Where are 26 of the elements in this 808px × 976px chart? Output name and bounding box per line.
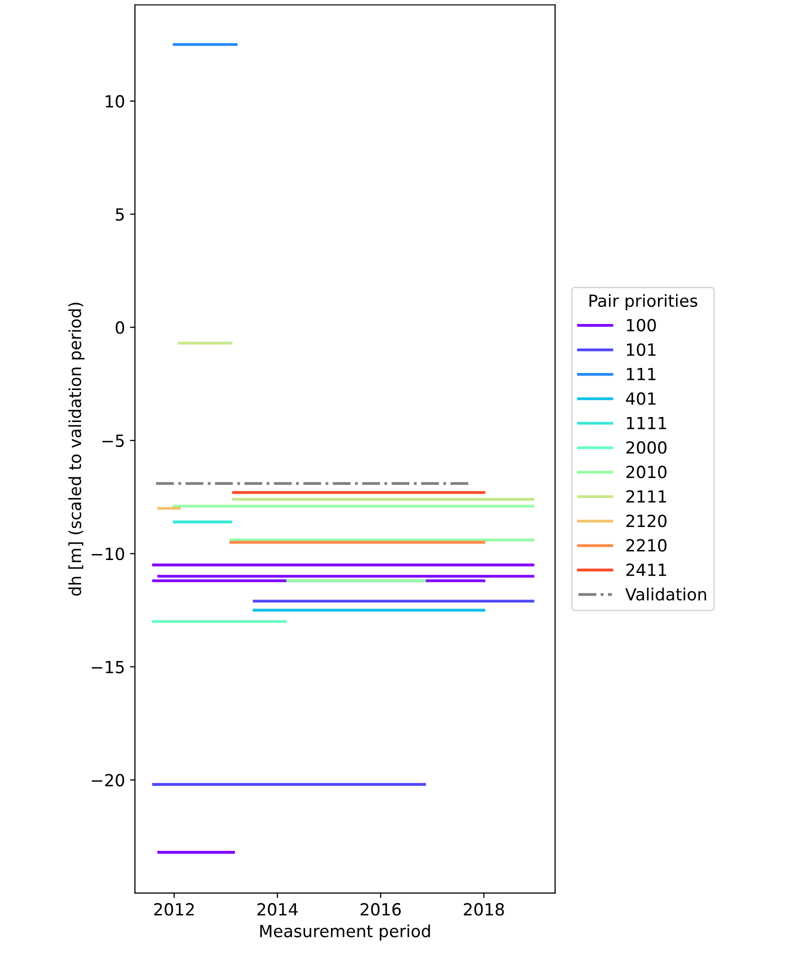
legend-title: Pair priorities — [590, 294, 698, 310]
legend-label: 2010 — [626, 466, 666, 478]
legend-label: 111 — [626, 368, 656, 380]
y-tick-label: 10 — [106, 95, 124, 108]
legend-label: Validation — [625, 588, 706, 601]
legend-label: 2120 — [626, 514, 666, 528]
legend-label: 1111 — [626, 416, 666, 430]
y-tick-label: −20 — [92, 774, 124, 786]
y-tick-label: −15 — [92, 660, 124, 674]
y-tick-label: 5 — [116, 208, 124, 221]
x-tick-label: 2014 — [257, 903, 298, 916]
y-tick-label: 0 — [116, 321, 124, 334]
legend-label: 2210 — [626, 539, 666, 552]
y-tick-label: −10 — [92, 548, 124, 560]
x-tick-label: 2016 — [360, 903, 401, 916]
legend-label: 2000 — [626, 441, 666, 454]
x-axis-title: Measurement period — [260, 924, 430, 941]
legend-label: 2111 — [626, 490, 666, 502]
y-axis-title: dh [m] (scaled to validation period) — [68, 302, 84, 596]
legend-label: 401 — [626, 392, 656, 405]
legend-label: 100 — [626, 318, 656, 332]
legend-label: 101 — [626, 343, 656, 356]
y-tick-label: −5 — [102, 434, 124, 448]
x-tick-label: 2012 — [154, 903, 194, 916]
legend-label: 2411 — [626, 564, 666, 576]
x-tick-label: 2018 — [464, 903, 504, 916]
